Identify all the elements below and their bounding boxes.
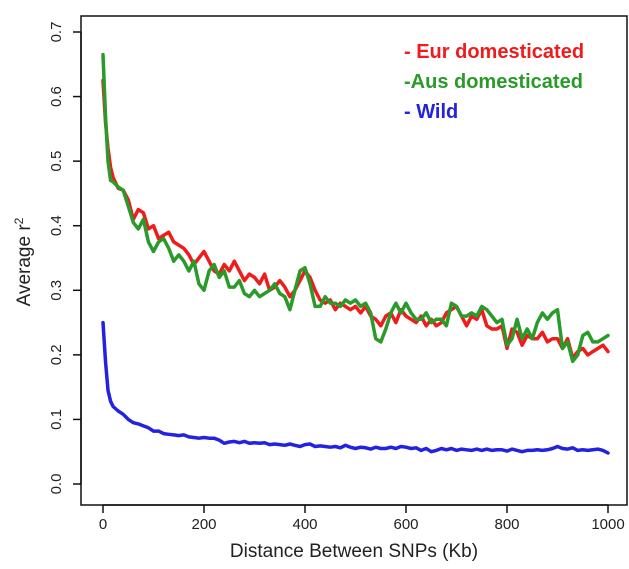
y-axis-title-main: Average r <box>14 224 35 307</box>
x-tick-label: 600 <box>393 516 418 533</box>
series-layer <box>101 52 610 455</box>
legend-entry-aus-domesticated: -Aus domesticated <box>404 71 583 93</box>
x-tick-label: 800 <box>494 516 519 533</box>
y-axis-title: Average r2 <box>12 217 35 306</box>
y-tick-label: 0.4 <box>48 215 65 236</box>
y-tick-label: 0.0 <box>48 474 65 495</box>
y-tick-label: 0.3 <box>48 280 65 301</box>
x-tick-label: 200 <box>191 516 216 533</box>
legend: - Eur domesticated -Aus domesticated - Wil… <box>404 41 584 123</box>
legend-entry-eur-domesticated: - Eur domesticated <box>404 41 584 63</box>
y-axis-title-superscript: 2 <box>12 217 26 224</box>
x-tick-label: 1000 <box>591 516 624 533</box>
series-line-eur-domesticated <box>101 78 610 360</box>
legend-entry-wild: - Wild <box>404 101 458 123</box>
y-tick-label: 0.1 <box>48 409 65 430</box>
x-tick-label: 0 <box>99 516 107 533</box>
series-line-aus-domesticated <box>101 52 610 364</box>
x-axis: 0 200 400 600 800 1000 <box>99 504 625 533</box>
y-tick-label: 0.7 <box>48 22 65 43</box>
y-tick-label: 0.2 <box>48 344 65 365</box>
y-tick-label: 0.6 <box>48 86 65 107</box>
x-tick-label: 400 <box>292 516 317 533</box>
x-axis-title: Distance Between SNPs (Kb) <box>230 541 478 562</box>
series-line-wild <box>101 320 610 455</box>
y-axis: 0.0 0.1 0.2 0.3 0.4 0.5 0.6 0.7 <box>48 22 82 495</box>
y-tick-label: 0.5 <box>48 151 65 172</box>
